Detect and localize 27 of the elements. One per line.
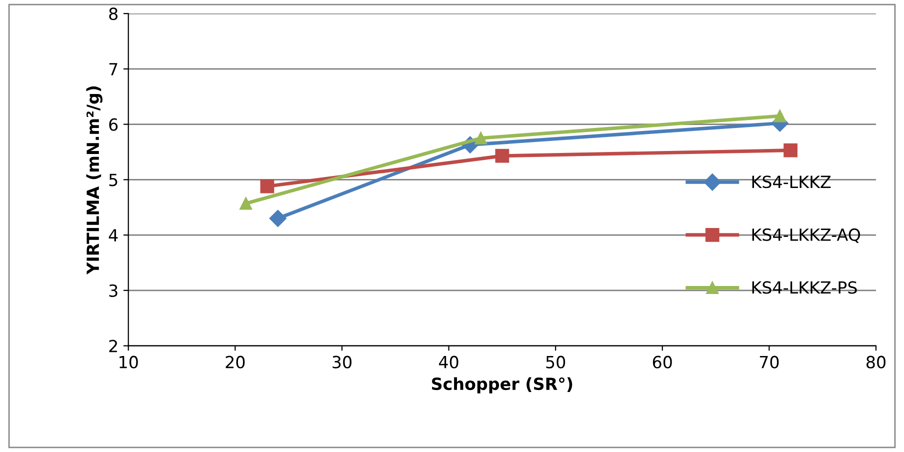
x-tick-label: 20	[226, 356, 245, 368]
x-tick-label: 70	[760, 356, 779, 368]
legend-label: KS4-LKKZ-AQ	[752, 228, 860, 243]
x-tick-label: 30	[332, 356, 352, 368]
x-axis-title: Schopper (SR°)	[432, 377, 572, 394]
point	[260, 179, 274, 194]
x-tick-label: 60	[652, 356, 672, 368]
point	[240, 197, 252, 210]
y-tick-label: 5	[109, 174, 118, 186]
y-tick-label: 3	[109, 284, 118, 297]
x-tick-label: 80	[866, 356, 886, 368]
point	[269, 210, 286, 227]
point	[774, 110, 786, 122]
point	[474, 132, 488, 144]
legend-label: KS4-LKKZ-PS	[752, 281, 857, 294]
point	[495, 148, 510, 163]
x-tick-label: 10	[120, 356, 138, 368]
y-tick-label: 4	[108, 229, 118, 242]
x-tick-label: 40	[438, 356, 458, 368]
y-tick-label: 7	[109, 63, 118, 76]
x-tick-label: 50	[546, 356, 566, 368]
y-tick-label: 2	[109, 340, 117, 352]
legend-label: KS4-LKKZ	[752, 176, 831, 188]
point	[784, 143, 798, 158]
y-tick-label: 6	[109, 118, 118, 131]
y-axis-title: YIRTILMA (mN.m²/g)	[86, 86, 102, 275]
y-tick-label: 8	[109, 8, 118, 20]
